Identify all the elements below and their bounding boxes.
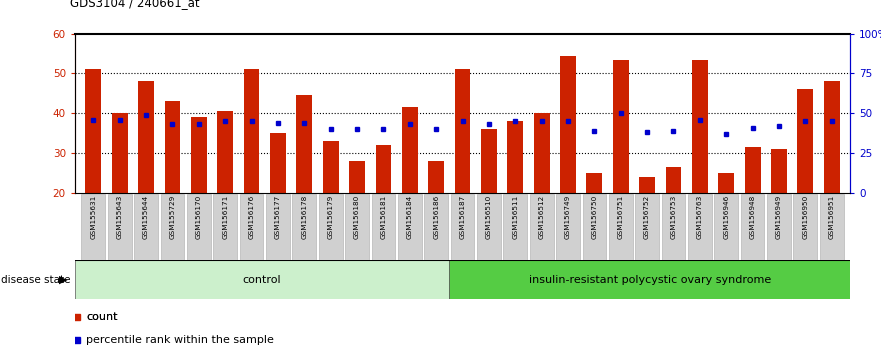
Bar	[218, 111, 233, 193]
FancyBboxPatch shape	[81, 194, 105, 259]
FancyBboxPatch shape	[714, 194, 738, 259]
FancyBboxPatch shape	[529, 194, 553, 259]
Text: GSM156949: GSM156949	[776, 195, 782, 239]
Text: GSM156512: GSM156512	[538, 195, 544, 239]
Text: GSM155729: GSM155729	[169, 195, 175, 239]
Text: GSM156751: GSM156751	[618, 195, 624, 239]
Bar	[85, 69, 101, 193]
Bar	[112, 113, 128, 193]
FancyBboxPatch shape	[582, 194, 606, 259]
Text: control: control	[242, 275, 281, 285]
Bar	[402, 107, 418, 193]
Text: insulin-resistant polycystic ovary syndrome: insulin-resistant polycystic ovary syndr…	[529, 275, 771, 285]
Text: GSM155643: GSM155643	[116, 195, 122, 239]
FancyBboxPatch shape	[503, 194, 527, 259]
FancyBboxPatch shape	[75, 260, 449, 299]
Bar	[507, 121, 523, 193]
FancyBboxPatch shape	[425, 194, 448, 259]
Bar	[375, 145, 391, 193]
FancyBboxPatch shape	[820, 194, 844, 259]
FancyBboxPatch shape	[741, 194, 765, 259]
Bar	[587, 173, 603, 193]
FancyBboxPatch shape	[662, 194, 685, 259]
Bar	[349, 161, 365, 193]
Text: percentile rank within the sample: percentile rank within the sample	[86, 335, 274, 346]
Bar	[244, 69, 260, 193]
Text: GSM156951: GSM156951	[829, 195, 834, 239]
Text: count: count	[86, 312, 117, 322]
FancyBboxPatch shape	[134, 194, 158, 259]
FancyBboxPatch shape	[451, 194, 474, 259]
Bar	[191, 117, 207, 193]
Text: GSM156184: GSM156184	[407, 195, 413, 239]
Text: GSM156176: GSM156176	[248, 195, 255, 239]
Text: ▶: ▶	[59, 275, 68, 285]
Text: GSM156187: GSM156187	[460, 195, 465, 239]
FancyBboxPatch shape	[449, 260, 850, 299]
Bar	[296, 95, 312, 193]
Bar	[165, 101, 181, 193]
FancyBboxPatch shape	[160, 194, 184, 259]
Bar	[428, 161, 444, 193]
Text: GSM156179: GSM156179	[328, 195, 334, 239]
Text: GSM156752: GSM156752	[644, 195, 650, 239]
Bar	[665, 167, 681, 193]
Bar	[824, 81, 840, 193]
FancyBboxPatch shape	[345, 194, 369, 259]
Text: GSM156170: GSM156170	[196, 195, 202, 239]
Text: GSM156181: GSM156181	[381, 195, 387, 239]
Bar	[270, 133, 285, 193]
Text: GSM156950: GSM156950	[803, 195, 809, 239]
Text: GSM156948: GSM156948	[750, 195, 756, 239]
Text: count: count	[86, 312, 117, 322]
Bar	[455, 69, 470, 193]
Text: GSM156753: GSM156753	[670, 195, 677, 239]
Bar	[613, 59, 629, 193]
FancyBboxPatch shape	[794, 194, 818, 259]
Text: GSM155644: GSM155644	[143, 195, 149, 239]
Text: GSM156763: GSM156763	[697, 195, 703, 239]
Bar	[322, 141, 338, 193]
Text: GSM156510: GSM156510	[486, 195, 492, 239]
FancyBboxPatch shape	[767, 194, 791, 259]
Text: GSM156750: GSM156750	[591, 195, 597, 239]
FancyBboxPatch shape	[609, 194, 633, 259]
Bar	[534, 113, 550, 193]
Text: GSM156171: GSM156171	[222, 195, 228, 239]
FancyBboxPatch shape	[292, 194, 316, 259]
FancyBboxPatch shape	[372, 194, 396, 259]
Bar	[692, 59, 707, 193]
Bar	[718, 173, 734, 193]
Bar	[138, 81, 154, 193]
Bar	[771, 149, 787, 193]
FancyBboxPatch shape	[266, 194, 290, 259]
Text: GDS3104 / 240661_at: GDS3104 / 240661_at	[70, 0, 200, 9]
FancyBboxPatch shape	[240, 194, 263, 259]
FancyBboxPatch shape	[187, 194, 211, 259]
Bar	[560, 56, 576, 193]
Text: GSM156180: GSM156180	[354, 195, 360, 239]
Text: GSM155631: GSM155631	[91, 195, 96, 239]
Text: GSM156178: GSM156178	[301, 195, 307, 239]
FancyBboxPatch shape	[319, 194, 343, 259]
FancyBboxPatch shape	[477, 194, 500, 259]
FancyBboxPatch shape	[556, 194, 580, 259]
Text: GSM156749: GSM156749	[565, 195, 571, 239]
FancyBboxPatch shape	[107, 194, 131, 259]
Bar	[797, 89, 813, 193]
Bar	[640, 177, 655, 193]
Text: GSM156946: GSM156946	[723, 195, 729, 239]
Bar	[744, 147, 760, 193]
FancyBboxPatch shape	[398, 194, 422, 259]
Text: disease state: disease state	[1, 275, 70, 285]
Text: GSM156177: GSM156177	[275, 195, 281, 239]
Bar	[481, 129, 497, 193]
FancyBboxPatch shape	[688, 194, 712, 259]
FancyBboxPatch shape	[213, 194, 237, 259]
FancyBboxPatch shape	[635, 194, 659, 259]
Text: GSM156186: GSM156186	[433, 195, 439, 239]
Text: GSM156511: GSM156511	[512, 195, 518, 239]
